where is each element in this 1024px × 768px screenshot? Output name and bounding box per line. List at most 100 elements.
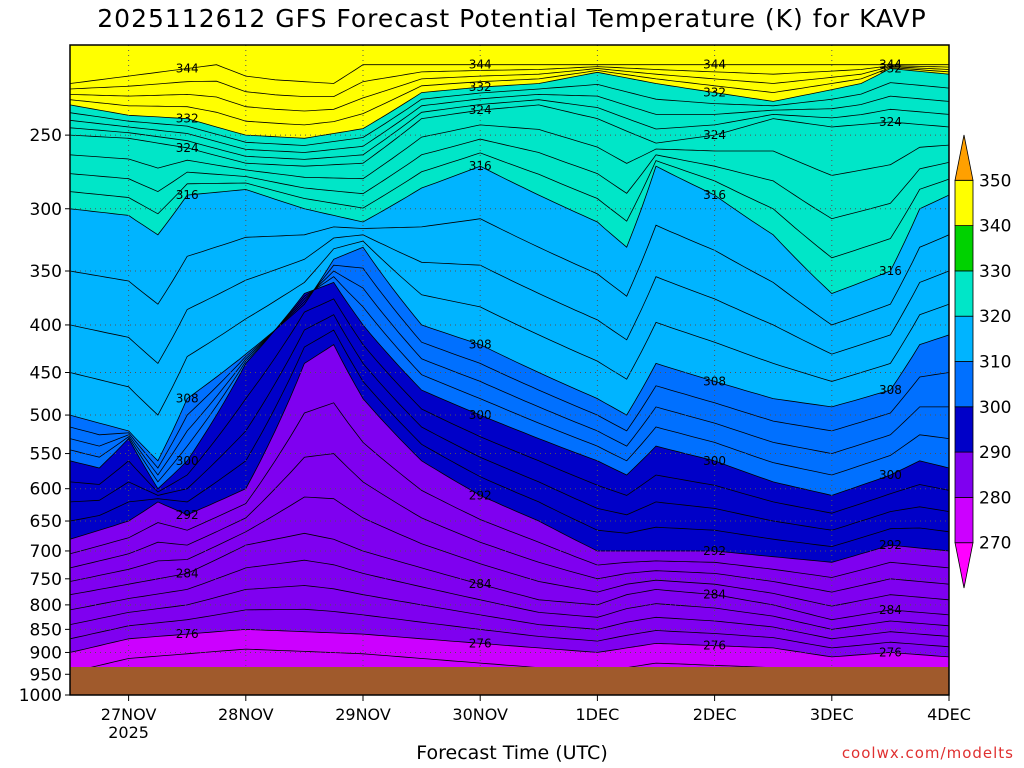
contour-line <box>70 264 949 469</box>
contour-label: 332 <box>879 62 902 76</box>
contour-line <box>70 66 949 112</box>
colorbar-label: 320 <box>979 307 1011 327</box>
x-axis-label: Forecast Time (UTC) <box>416 742 608 764</box>
y-tick-label: 550 <box>30 445 62 465</box>
x-tick-label: 29NOV <box>335 705 391 724</box>
contour-line <box>70 344 949 563</box>
contour-label: 292 <box>176 508 199 522</box>
contour-line <box>70 314 949 531</box>
credit-link[interactable]: coolwx.com/modelts <box>841 744 1014 762</box>
contour-line <box>70 628 949 658</box>
contour-label: 324 <box>879 115 902 129</box>
theta-contours: 3443443443443323323323323243243243243163… <box>70 58 949 695</box>
contour-label: 316 <box>469 159 492 173</box>
contour-line <box>70 329 949 548</box>
contour-line <box>70 608 949 649</box>
contour-line <box>70 67 949 126</box>
contour-label: 308 <box>879 383 902 397</box>
contour-line <box>70 99 949 160</box>
contour-line <box>70 82 949 146</box>
contour-line <box>70 65 949 97</box>
y-tick-label: 950 <box>30 665 62 685</box>
colorbar-label: 280 <box>979 488 1011 508</box>
contour-line <box>70 234 949 365</box>
x-tick-label: 27NOV <box>101 705 157 724</box>
contour-line <box>70 496 949 607</box>
colorbar-label: 270 <box>979 534 1011 554</box>
contour-label: 292 <box>879 538 902 552</box>
x-tick-label: 1DEC <box>576 705 620 724</box>
contour-label: 284 <box>703 588 726 602</box>
contour-line <box>70 402 949 578</box>
x-tick-label: 3DEC <box>810 705 854 724</box>
ground-layer <box>70 667 949 695</box>
contour-label: 344 <box>469 58 492 72</box>
y-tick-label: 700 <box>30 542 62 562</box>
contour-line <box>70 281 949 496</box>
colorbar-segment <box>954 270 974 317</box>
plot-frame <box>69 44 950 696</box>
contour-label: 316 <box>176 188 199 202</box>
contour-line <box>70 246 949 462</box>
colorbar-segment <box>954 361 974 408</box>
x-tick-label: 2DEC <box>693 705 737 724</box>
contour-line <box>70 298 949 514</box>
colorbar-label: 300 <box>979 398 1011 418</box>
x-tick-sublabel: 2025 <box>108 723 149 742</box>
contour-line <box>70 276 949 483</box>
contour-line <box>70 270 949 476</box>
contour-label: 308 <box>703 374 726 388</box>
ground-surface <box>70 667 949 695</box>
contour-line <box>70 93 949 153</box>
contour-line <box>70 453 949 593</box>
contour-line <box>70 124 949 180</box>
contour-line <box>70 104 949 167</box>
contour-label: 300 <box>879 468 902 482</box>
y-tick-label: 800 <box>30 596 62 616</box>
colorbar-cap-top <box>954 134 974 181</box>
contour-label: 276 <box>176 627 199 641</box>
contour-label: 324 <box>176 141 199 155</box>
contour-line <box>70 68 949 139</box>
contour-label: 332 <box>703 86 726 100</box>
contour-label: 308 <box>176 392 199 406</box>
colorbar-label: 330 <box>979 262 1011 282</box>
contour-label: 284 <box>176 566 199 580</box>
contour-line <box>70 218 949 326</box>
contour-line <box>70 138 949 220</box>
contour-label: 276 <box>469 636 492 650</box>
y-tick-label: 300 <box>30 200 62 220</box>
chart-title: 2025112612 GFS Forecast Potential Temper… <box>97 4 927 33</box>
colorbar-label: 340 <box>979 217 1011 237</box>
contour-label: 300 <box>176 454 199 468</box>
contour-line <box>70 559 949 630</box>
contour-line <box>70 240 949 416</box>
contour-label: 284 <box>879 603 902 617</box>
colorbar-segment <box>954 179 974 227</box>
y-tick-label: 1000 <box>19 686 62 706</box>
theta-bands <box>70 45 949 695</box>
contour-line <box>70 585 949 640</box>
contour-label: 332 <box>469 80 492 94</box>
colorbar-segment <box>954 496 974 544</box>
contour-label: 332 <box>176 112 199 126</box>
colorbar-legend: 270 280 290 300 310 320 330 340 350 <box>954 134 1011 589</box>
x-tick-label: 28NOV <box>218 705 274 724</box>
colorbar-segment <box>954 225 974 272</box>
y-tick-label: 350 <box>30 262 62 282</box>
colorbar-segment <box>954 451 974 498</box>
contour-label: 344 <box>879 58 902 72</box>
y-tick-label: 500 <box>30 406 62 426</box>
y-tick-label: 600 <box>30 480 62 500</box>
contour-label: 308 <box>469 338 492 352</box>
colorbar-segment <box>954 315 974 362</box>
y-axis: 250 300 350 400 450 500 550 600 650 700 750 800 850 9… <box>19 126 70 706</box>
x-tick-label: 4DEC <box>927 705 971 724</box>
contour-line <box>70 64 949 84</box>
contour-label: 344 <box>703 58 726 72</box>
colorbar-label: 310 <box>979 353 1011 373</box>
y-tick-label: 250 <box>30 126 62 146</box>
y-tick-label: 750 <box>30 570 62 590</box>
y-tick-label: 900 <box>30 643 62 663</box>
